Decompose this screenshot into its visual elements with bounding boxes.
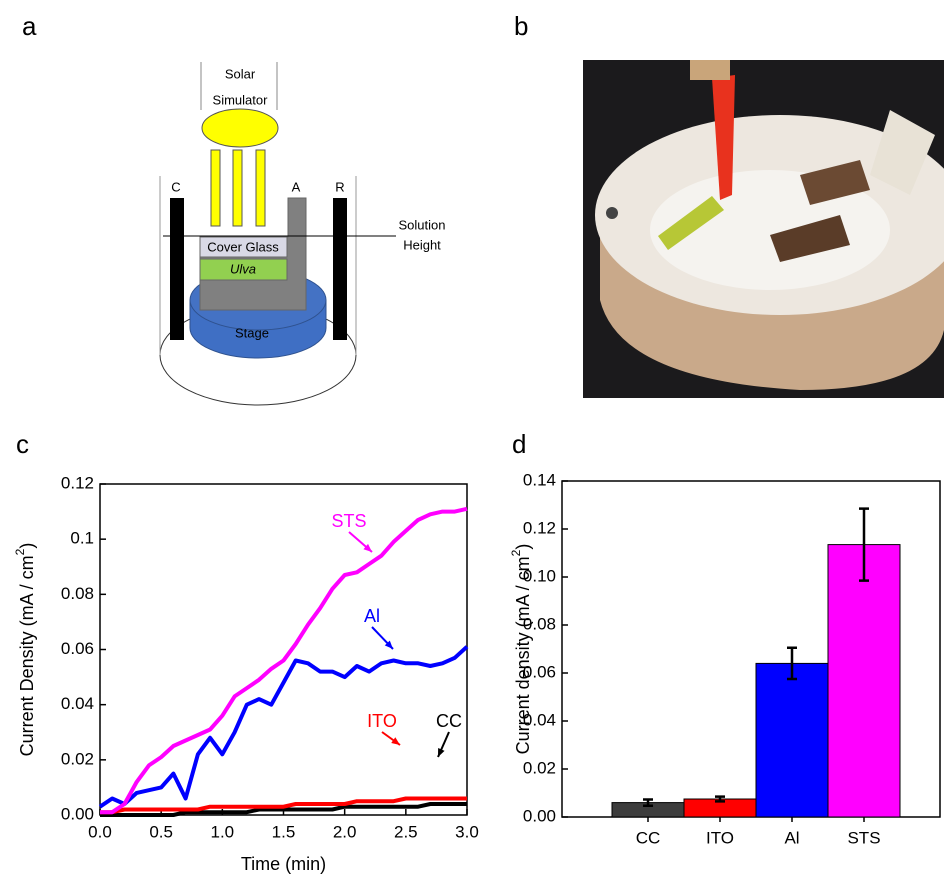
panel-label: c: [16, 429, 29, 459]
y-tick-label: 0.02: [523, 758, 556, 777]
x-tick-label: 0.5: [149, 822, 173, 841]
annotation: CC: [436, 711, 462, 731]
y-tick-label: 0.00: [61, 804, 94, 823]
x-tick-label: 3.0: [455, 822, 479, 841]
x-tick-label: CC: [636, 828, 661, 847]
y-axis-label-end: ): [17, 543, 37, 549]
figure: a b c d Solar Simulator C A R Solution H…: [0, 0, 944, 886]
y-tick-label: 0.14: [523, 470, 556, 489]
y-tick-label: 0.04: [61, 694, 94, 713]
photo: [583, 60, 944, 398]
annotation: ITO: [367, 711, 397, 731]
label: R: [335, 179, 344, 194]
x-axis-label: Time (min): [241, 854, 326, 874]
panel-label: b: [514, 11, 528, 41]
y-axis-label: Current Density (mA / cm2): [13, 543, 37, 757]
y-tick-label: 0.02: [61, 749, 94, 768]
y-axis-label-end: ): [513, 544, 533, 550]
label: Solar: [225, 66, 256, 81]
label: C: [171, 179, 180, 194]
schematic: Solar Simulator C A R Solution Height Co…: [160, 62, 445, 405]
x-tick-label: 1.5: [272, 822, 296, 841]
annotation: STS: [331, 511, 366, 531]
electrode: [170, 198, 184, 340]
y-tick-label: 0.00: [523, 806, 556, 825]
plot-frame: [100, 484, 467, 815]
label: Cover Glass: [207, 239, 279, 254]
label: Solution: [399, 217, 446, 232]
clamp: [690, 60, 730, 80]
bar: [828, 545, 900, 817]
light-beam: [211, 150, 220, 226]
y-axis-label: Current density (mA / cm2): [509, 544, 533, 755]
x-tick-label: 0.0: [88, 822, 112, 841]
hole: [606, 207, 618, 219]
x-tick-label: 1.0: [211, 822, 235, 841]
x-tick-label: 2.0: [333, 822, 357, 841]
x-tick-label: ITO: [706, 828, 734, 847]
y-axis-label-text: Current Density (mA / cm: [17, 555, 37, 756]
light-beam: [256, 150, 265, 226]
y-axis-label-text: Current density (mA / cm: [513, 556, 533, 754]
electrode: [333, 198, 347, 340]
panel-label: d: [512, 429, 526, 459]
line: [100, 647, 467, 807]
label: Stage: [235, 325, 269, 340]
label: Simulator: [213, 92, 269, 107]
y-tick-label: 0.1: [70, 529, 94, 548]
y-tick-label: 0.06: [61, 639, 94, 658]
y-tick-label: 0.12: [523, 518, 556, 537]
label: Ulva: [230, 261, 256, 276]
x-tick-label: 2.5: [394, 822, 418, 841]
light-beam: [233, 150, 242, 226]
line: [100, 509, 467, 812]
x-tick-label: Al: [784, 828, 799, 847]
label: A: [292, 179, 301, 194]
y-tick-label: 0.12: [61, 473, 94, 492]
panel-label: a: [22, 11, 37, 41]
lamp: [202, 109, 278, 147]
charts: 0.00 0.02 0.04 0.06 0.08 0.1 0.12 0.0 0.5 1.0 1.5 2…: [13, 470, 940, 873]
label: Height: [403, 237, 441, 252]
x-tick-label: STS: [847, 828, 880, 847]
bar: [756, 663, 828, 817]
annotation: Al: [364, 606, 380, 626]
y-tick-label: 0.08: [61, 584, 94, 603]
